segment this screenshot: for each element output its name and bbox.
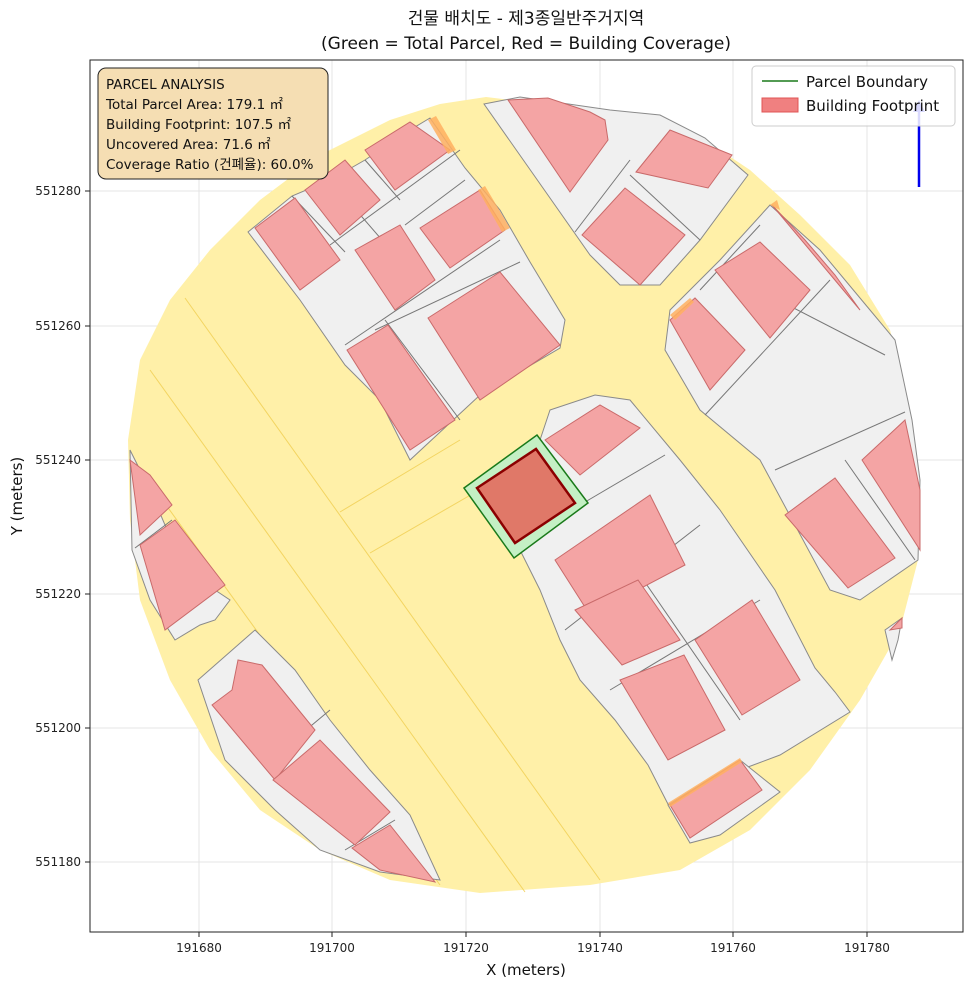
building bbox=[427, 271, 561, 401]
lot-line bbox=[774, 411, 906, 471]
lot-line bbox=[639, 574, 741, 721]
y-tick-label: 551220 bbox=[35, 587, 81, 601]
y-tick-label: 551180 bbox=[35, 855, 81, 869]
y-tick-label: 551280 bbox=[35, 184, 81, 198]
y-tick-label: 551200 bbox=[35, 721, 81, 735]
building bbox=[354, 224, 436, 311]
building bbox=[351, 824, 437, 883]
lot-line bbox=[844, 459, 916, 561]
building-footprint[interactable] bbox=[475, 447, 577, 545]
y-axis: 551180 551200 551220 551240 551260 55128… bbox=[8, 184, 90, 869]
building bbox=[635, 129, 733, 189]
building bbox=[129, 458, 173, 537]
lot-line bbox=[344, 819, 396, 851]
building bbox=[861, 419, 921, 552]
map-layer bbox=[128, 96, 925, 893]
info-building-footprint: Building Footprint: 107.5 ㎡ bbox=[106, 117, 292, 133]
info-coverage-ratio: Coverage Ratio (건폐율): 60.0% bbox=[106, 157, 314, 173]
lot-line bbox=[329, 149, 461, 246]
overlap bbox=[428, 116, 456, 154]
axes-frame bbox=[89, 59, 964, 933]
info-total-area: Total Parcel Area: 179.1 ㎡ bbox=[105, 97, 283, 113]
building bbox=[346, 324, 456, 451]
road-line bbox=[184, 297, 601, 881]
road-line bbox=[339, 439, 461, 513]
building bbox=[581, 187, 686, 286]
x-axis: 191680 191700 191720 191740 191760 19178… bbox=[176, 932, 890, 979]
buildings bbox=[129, 97, 921, 883]
x-tick-label: 191760 bbox=[710, 941, 756, 955]
building bbox=[784, 477, 896, 589]
lot-line bbox=[384, 319, 461, 421]
info-box-background bbox=[97, 67, 329, 180]
lot-line bbox=[404, 179, 466, 226]
x-axis-label: X (meters) bbox=[486, 961, 566, 979]
y-tick-label: 551240 bbox=[35, 453, 81, 467]
chart-title-line2: (Green = Total Parcel, Red = Building Co… bbox=[321, 34, 731, 54]
lot-line bbox=[574, 159, 631, 233]
legend-parcel-label: Parcel Boundary bbox=[806, 73, 928, 91]
overlaps bbox=[428, 116, 780, 807]
building bbox=[714, 241, 811, 339]
building bbox=[544, 404, 641, 476]
x-tick-label: 191740 bbox=[577, 941, 623, 955]
lot-line bbox=[704, 279, 831, 416]
lot-line bbox=[629, 174, 701, 241]
building bbox=[554, 494, 686, 616]
lot-line bbox=[699, 224, 761, 291]
building bbox=[888, 616, 903, 631]
y-axis-label: Y (meters) bbox=[8, 457, 26, 537]
building bbox=[272, 739, 391, 846]
x-tick-label: 191720 bbox=[443, 941, 489, 955]
legend-box bbox=[751, 65, 956, 127]
building bbox=[619, 654, 726, 761]
building bbox=[771, 204, 861, 311]
building bbox=[694, 599, 801, 716]
lot-line bbox=[134, 519, 173, 549]
building bbox=[304, 159, 381, 236]
x-tick-label: 191780 bbox=[844, 941, 890, 955]
building bbox=[254, 197, 341, 291]
building bbox=[507, 97, 609, 193]
lot-line bbox=[374, 261, 521, 331]
x-tick-label: 191680 bbox=[176, 941, 222, 955]
overlap bbox=[668, 758, 742, 807]
chart-title-line1: 건물 배치도 - 제3종일반주거지역 bbox=[408, 9, 644, 29]
lot-line bbox=[579, 454, 666, 506]
lot-block bbox=[664, 204, 921, 601]
building bbox=[139, 519, 226, 631]
legend-building-swatch bbox=[761, 97, 799, 113]
info-uncovered-area: Uncovered Area: 71.6 ㎡ bbox=[106, 137, 271, 153]
legend: Parcel Boundary Building Footprint bbox=[751, 65, 956, 127]
legend-building-label: Building Footprint bbox=[806, 97, 939, 115]
lot-line bbox=[344, 239, 501, 346]
road-line bbox=[149, 369, 526, 893]
x-tick-label: 191700 bbox=[309, 941, 355, 955]
overlap bbox=[670, 298, 694, 320]
y-tick-label: 551260 bbox=[35, 319, 81, 333]
overlap bbox=[478, 186, 510, 232]
overlap bbox=[770, 200, 780, 210]
lot-line bbox=[364, 159, 401, 201]
info-heading: PARCEL ANALYSIS bbox=[106, 77, 225, 93]
info-box: PARCEL ANALYSIS Total Parcel Area: 179.1… bbox=[97, 67, 329, 180]
building bbox=[574, 579, 681, 666]
